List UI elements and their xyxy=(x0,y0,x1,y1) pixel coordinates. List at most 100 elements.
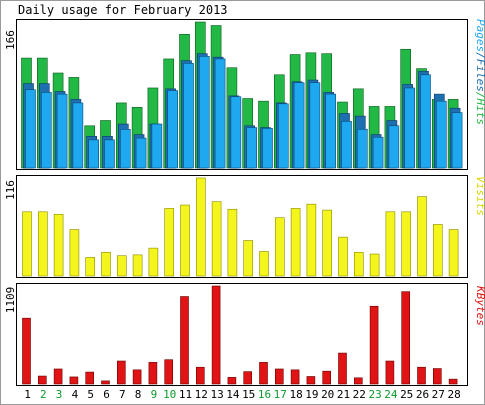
kbytes-bar xyxy=(306,376,316,385)
day-label: 10 xyxy=(163,388,176,401)
visits-bar xyxy=(196,177,206,277)
day-label: 17 xyxy=(274,388,287,401)
visits-bar xyxy=(417,196,427,277)
day-label: 28 xyxy=(447,388,460,401)
day-label: 9 xyxy=(151,388,158,401)
visits-bar xyxy=(37,211,48,277)
day-label: 26 xyxy=(416,388,429,401)
hits-ymax-label: 166 xyxy=(4,30,17,50)
kbytes-bar xyxy=(353,377,363,385)
visits-bar xyxy=(401,211,412,277)
visits-bar xyxy=(338,236,348,277)
visits-bar xyxy=(322,209,333,277)
visits-legend: Visits xyxy=(474,176,485,216)
pages-bar xyxy=(199,56,210,169)
visits-bar xyxy=(211,201,222,277)
day-label: 5 xyxy=(87,388,94,401)
kbytes-bar xyxy=(385,360,395,385)
pages-bar xyxy=(25,89,36,169)
visits-bar xyxy=(259,251,269,277)
visits-bar xyxy=(243,240,253,277)
pages-bar xyxy=(435,100,447,169)
pages-bar xyxy=(214,58,226,169)
day-label: 27 xyxy=(432,388,445,401)
kbytes-bar xyxy=(243,371,252,385)
visits-bar xyxy=(53,214,64,277)
day-labels: 1 2 3 4 5 6 7 8 9 10 11 12 13 14 15 16 17 18 19 20 21 22 23 24 2… xyxy=(24,388,461,401)
day-label: 12 xyxy=(195,388,208,401)
pages-bar xyxy=(72,102,84,169)
hits-legend: Pages/Files/Hits xyxy=(474,19,485,125)
pages-bar xyxy=(40,92,52,169)
day-label: 8 xyxy=(135,388,142,401)
pages-bar xyxy=(356,129,368,169)
visits-bar xyxy=(22,211,32,277)
day-label: 20 xyxy=(321,388,334,401)
day-label: 14 xyxy=(226,388,240,401)
panel-visits-frame xyxy=(16,175,468,278)
visits-bar xyxy=(448,229,459,277)
visits-bar xyxy=(164,208,174,277)
day-label: 21 xyxy=(337,388,350,401)
pages-bar xyxy=(151,123,163,169)
kbytes-bar xyxy=(53,368,63,385)
kbytes-bar xyxy=(196,366,205,385)
kbytes-bar xyxy=(37,375,47,385)
pages-bar xyxy=(262,128,273,169)
panel-hits-frame xyxy=(16,19,468,170)
pages-bar xyxy=(277,103,289,169)
kbytes-legend: KBytes xyxy=(474,285,485,326)
legend-pages: Pages xyxy=(474,19,485,52)
pages-bar xyxy=(104,139,115,169)
kbytes-bar xyxy=(164,359,173,385)
kbytes-bar xyxy=(290,369,300,385)
pages-bar xyxy=(341,121,352,169)
kbytes-bar xyxy=(448,378,458,385)
visits-bar xyxy=(85,257,95,277)
day-label: 16 xyxy=(258,388,271,401)
kbytes-bar xyxy=(338,352,347,385)
day-label: 15 xyxy=(242,388,255,401)
pages-bar xyxy=(135,137,147,169)
kbytes-bar xyxy=(22,317,31,385)
day-label: 4 xyxy=(72,388,79,401)
pages-bar xyxy=(230,96,242,169)
visits-bar xyxy=(69,229,80,277)
day-label: 24 xyxy=(384,388,398,401)
visits-bar xyxy=(132,254,143,277)
day-label: 19 xyxy=(305,388,318,401)
day-label: 23 xyxy=(368,388,381,401)
visits-bar xyxy=(369,253,380,277)
panel-kbytes-frame xyxy=(16,283,468,386)
legend-sep-1: / xyxy=(474,52,485,59)
kbytes-bar xyxy=(274,368,284,385)
legend-hits: Hits xyxy=(474,98,485,126)
visits-ymax-label: 116 xyxy=(4,180,17,200)
visits-bar xyxy=(180,204,190,277)
visits-bar xyxy=(101,252,111,277)
pages-bar xyxy=(372,136,384,169)
day-label: 13 xyxy=(210,388,223,401)
pages-bar xyxy=(451,112,463,169)
pages-bar xyxy=(293,82,305,169)
pages-bar xyxy=(309,82,321,169)
visits-bar xyxy=(432,224,443,277)
bars-layer xyxy=(21,21,463,385)
pages-bar xyxy=(183,63,194,169)
pages-bar xyxy=(420,74,431,169)
day-label: 22 xyxy=(353,388,366,401)
kbytes-bar xyxy=(417,366,426,385)
day-label: 11 xyxy=(179,388,192,401)
kbytes-bar xyxy=(132,369,142,385)
legend-sep-2: / xyxy=(474,92,485,99)
visits-bar xyxy=(290,208,301,277)
visits-bar xyxy=(306,203,317,277)
kbytes-bar xyxy=(117,360,126,385)
pages-bar xyxy=(388,125,400,169)
pages-bar xyxy=(56,93,68,169)
pages-bar xyxy=(325,93,337,169)
kbytes-bar xyxy=(211,285,221,385)
